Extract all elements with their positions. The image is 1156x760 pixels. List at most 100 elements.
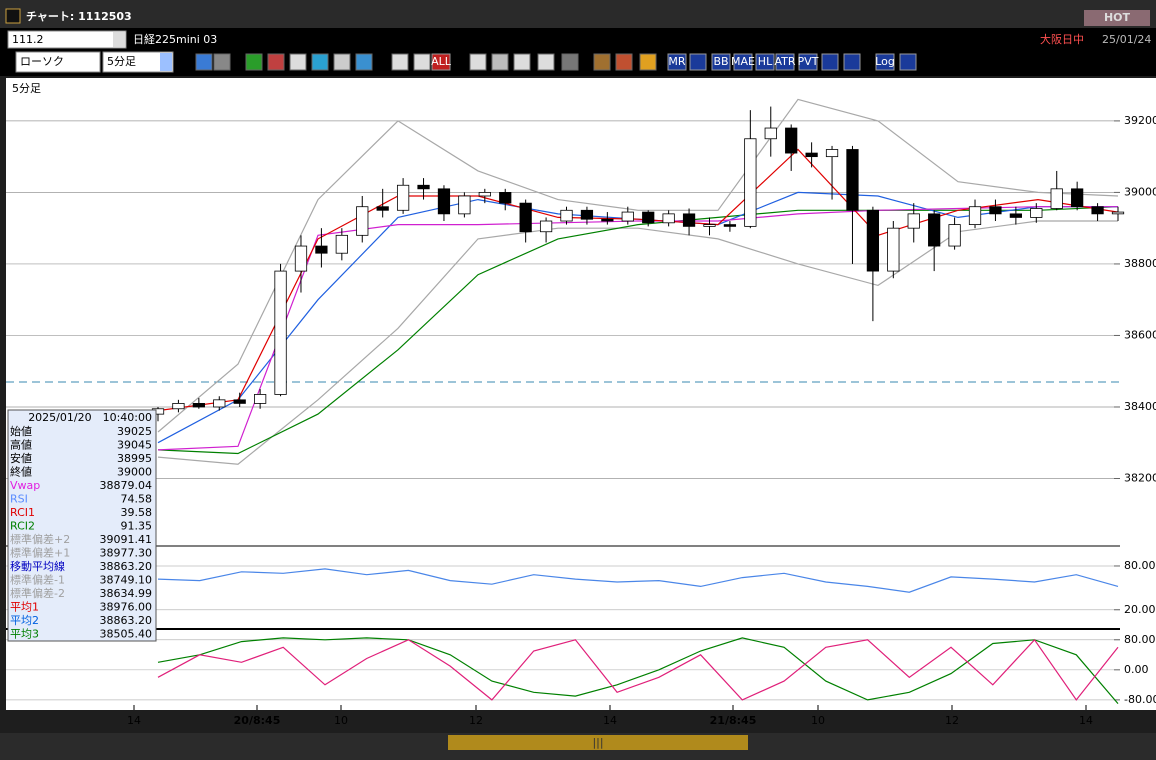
candle-body <box>1009 213 1022 218</box>
tool-icon[interactable] <box>213 53 231 71</box>
candle-body <box>887 227 900 272</box>
x-tick-label: 10 <box>811 714 825 727</box>
info-label: 終値 <box>10 465 32 479</box>
code-text: 111.2 <box>12 33 44 46</box>
info-label: RCI2 <box>10 520 35 533</box>
series-line <box>157 637 1119 704</box>
tool-label: HL <box>758 55 773 68</box>
tool-icon[interactable] <box>267 53 285 71</box>
x-tick-label: 20/8:45 <box>234 714 281 727</box>
tool-icon[interactable] <box>491 53 509 71</box>
tool-icon[interactable] <box>245 53 263 71</box>
tool-icon[interactable] <box>537 53 555 71</box>
tool-button[interactable] <box>711 53 731 71</box>
candle-body <box>682 213 696 227</box>
candle-body <box>254 394 267 404</box>
tool-icon[interactable] <box>513 53 531 71</box>
candle-body <box>1030 208 1043 218</box>
tool-icon[interactable] <box>333 53 351 71</box>
hot-button[interactable] <box>1084 10 1150 26</box>
series-line <box>157 638 1119 701</box>
info-value: 38995 <box>117 452 152 465</box>
tool-icon[interactable] <box>593 53 611 71</box>
info-label: 標準偏差-1 <box>10 573 65 587</box>
tool-icon[interactable] <box>639 53 657 71</box>
tool-label: PVT <box>798 55 819 68</box>
candle-body <box>580 209 594 220</box>
candle-body <box>764 127 777 140</box>
candle-body <box>376 206 389 211</box>
info-label: RCI1 <box>10 506 35 519</box>
candle-body <box>846 149 859 211</box>
candle-body <box>315 245 328 254</box>
y-tick-label: 38600 <box>1124 328 1156 341</box>
scroll-thumb[interactable] <box>448 735 748 750</box>
series-line <box>157 148 1119 412</box>
x-tick-label: 12 <box>945 714 959 727</box>
info-value: 38863.20 <box>100 614 153 627</box>
interval-select[interactable] <box>102 51 174 73</box>
tool-icon[interactable] <box>391 53 409 71</box>
tool-icon[interactable] <box>311 53 329 71</box>
info-label: 平均2 <box>10 614 39 627</box>
candle-body <box>723 224 737 227</box>
panel-label: 5分足 <box>12 82 41 95</box>
tool-button[interactable] <box>798 53 818 71</box>
x-tick-label: 14 <box>127 714 141 727</box>
tool-button[interactable] <box>875 53 895 71</box>
x-tick-label: 21/8:45 <box>710 714 757 727</box>
tool-icon[interactable] <box>289 53 307 71</box>
candle-body <box>1071 188 1084 208</box>
candle-body <box>907 213 920 229</box>
interval-text: 5分足 <box>107 55 136 68</box>
info-value: 38879.04 <box>100 479 153 492</box>
code-input[interactable] <box>7 30 127 49</box>
tool-icon[interactable] <box>899 53 917 71</box>
candle-body <box>968 206 982 225</box>
info-value: 39000 <box>117 466 152 479</box>
candle-body <box>335 234 348 254</box>
tool-icon[interactable] <box>561 53 579 71</box>
tool-button[interactable] <box>667 53 687 71</box>
tool-icon[interactable] <box>195 53 213 71</box>
info-value: 38976.00 <box>100 601 153 614</box>
candle-body <box>703 224 716 227</box>
info-value: 38863.20 <box>100 560 153 573</box>
info-value: 91.35 <box>121 520 153 533</box>
info-value: 39025 <box>117 425 152 438</box>
tool-icon[interactable] <box>469 53 487 71</box>
tool-icon[interactable] <box>615 53 633 71</box>
tool-icon[interactable] <box>689 53 707 71</box>
code-dropdown[interactable] <box>113 32 125 47</box>
y-tick-label: 0.00 <box>1124 663 1149 676</box>
candle-body <box>1050 188 1063 209</box>
tool-button[interactable] <box>733 53 753 71</box>
tool-button[interactable] <box>431 53 451 71</box>
candle-body <box>601 218 614 222</box>
info-value: 38749.10 <box>100 574 153 587</box>
tool-button[interactable] <box>755 53 775 71</box>
tool-icon[interactable] <box>843 53 861 71</box>
candle-body <box>785 127 798 154</box>
tool-icon[interactable] <box>821 53 839 71</box>
candle-body <box>233 399 246 404</box>
candle-body <box>560 209 573 222</box>
y-tick-label: 38400 <box>1124 400 1156 413</box>
date: 25/01/24 <box>1102 33 1151 46</box>
y-tick-label: 38200 <box>1124 472 1156 485</box>
interval-dropdown[interactable] <box>160 53 172 71</box>
info-label: 高値 <box>10 438 32 452</box>
x-tick-label: 12 <box>469 714 483 727</box>
info-value: 38977.30 <box>100 547 153 560</box>
tool-icon[interactable] <box>413 53 431 71</box>
candle-body <box>437 188 451 215</box>
tool-button[interactable] <box>775 53 795 71</box>
tool-icon[interactable] <box>355 53 373 71</box>
tool-label: ALL <box>431 55 452 68</box>
kind-select[interactable] <box>15 51 101 73</box>
info-label: 始値 <box>10 424 32 438</box>
info-panel <box>7 409 157 642</box>
tool-label: MAE <box>731 55 755 68</box>
candle-body <box>458 195 471 215</box>
